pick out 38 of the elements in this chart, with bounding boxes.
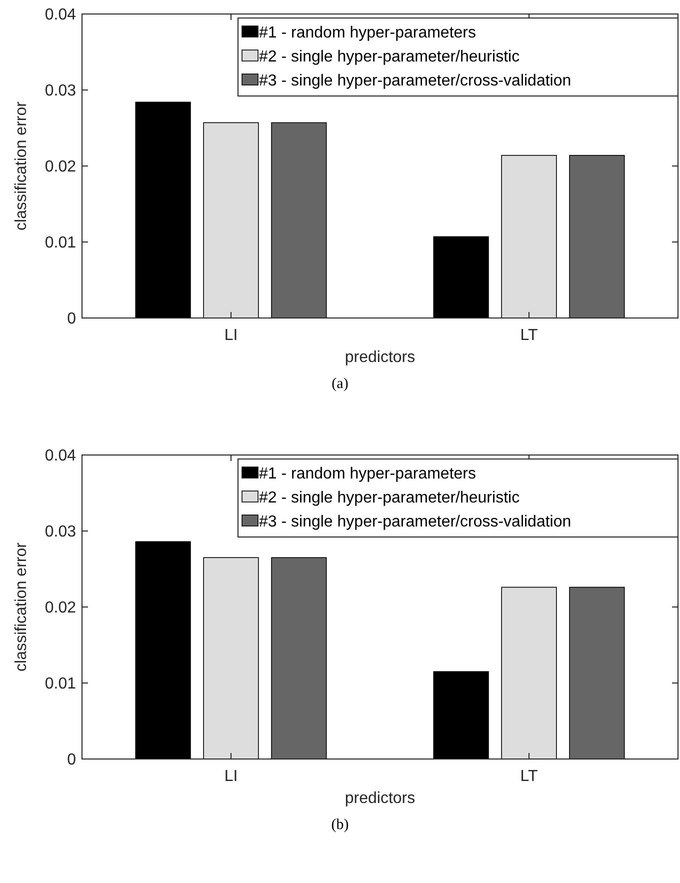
y-tick-label: 0.04	[44, 6, 76, 24]
legend-label: #1 - random hyper-parameters	[259, 24, 476, 42]
legend-label: #2 - single hyper-parameter/heuristic	[259, 490, 520, 507]
bar	[569, 586, 625, 760]
y-tick-label: 0.02	[44, 158, 76, 176]
bar	[271, 557, 327, 760]
legend-label: #2 - single hyper-parameter/heuristic	[259, 48, 520, 66]
bar	[271, 122, 327, 318]
bar	[433, 236, 489, 318]
x-tick-label: LI	[224, 327, 238, 344]
legend-label: #1 - random hyper-parameters	[259, 466, 476, 483]
legend-label: #3 - single hyper-parameter/cross-validation	[259, 72, 572, 90]
x-axis-title: predictors	[344, 349, 416, 366]
bar	[135, 541, 191, 760]
y-axis-title: classification error	[13, 100, 30, 230]
bar	[501, 154, 557, 318]
x-tick-label: LT	[520, 768, 538, 785]
bar	[135, 102, 191, 318]
bar	[203, 557, 259, 760]
y-tick-label: 0	[67, 752, 76, 769]
y-tick-label: 0.01	[44, 234, 76, 252]
legend-label: #3 - single hyper-parameter/cross-validation	[259, 514, 572, 531]
bar	[501, 586, 557, 760]
x-tick-label: LT	[520, 327, 538, 344]
bar	[569, 154, 625, 318]
bar	[433, 671, 489, 760]
y-tick-label: 0	[67, 310, 76, 328]
x-axis-title: predictors	[344, 790, 416, 807]
y-tick-label: 0.01	[44, 676, 76, 693]
text: (b)	[331, 817, 349, 833]
y-tick-label: 0.02	[44, 600, 76, 617]
y-tick-label: 0.03	[44, 82, 76, 100]
y-tick-label: 0.03	[44, 524, 76, 541]
bar	[203, 122, 259, 318]
y-tick-label: 0.04	[44, 448, 76, 465]
text: (a)	[332, 376, 348, 392]
x-tick-label: LI	[224, 768, 238, 785]
y-axis-title: classification error	[13, 542, 30, 672]
